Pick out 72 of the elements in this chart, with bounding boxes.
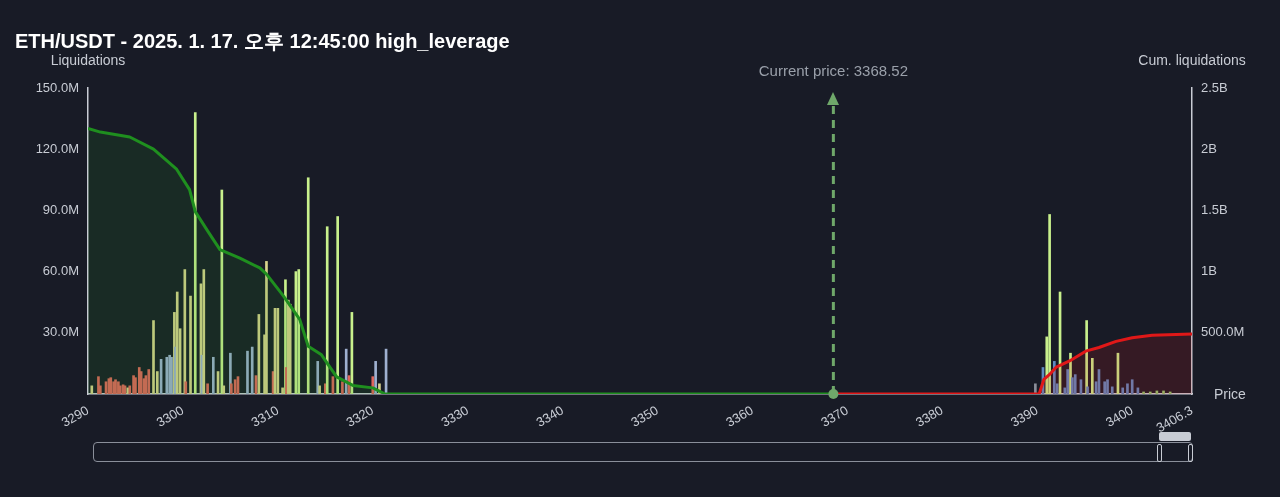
x-tick-label: 3300: [153, 402, 187, 430]
bar: [341, 381, 344, 394]
y-tick-label: 120.0M: [35, 140, 79, 156]
x-tick-label: 3390: [1008, 402, 1041, 430]
bar: [1130, 379, 1134, 394]
bar: [175, 291, 179, 394]
bar: [211, 356, 215, 394]
x-tick-label: 3290: [58, 402, 92, 430]
y2-tick-label: 2B: [1201, 140, 1217, 156]
bar: [97, 376, 100, 394]
bar: [1066, 369, 1069, 394]
bar: [1085, 320, 1088, 394]
x-tick-label: 3350: [628, 402, 661, 430]
bar: [193, 112, 197, 394]
x-tick-label: 3340: [533, 402, 566, 430]
bar: [184, 381, 188, 394]
bar: [152, 320, 155, 394]
y2-tick-label: 2.5B: [1201, 79, 1228, 95]
x-axis-title: Price: [1214, 385, 1247, 402]
bar: [288, 303, 292, 394]
bar: [325, 226, 329, 394]
x-tick-label: 3400: [1102, 402, 1136, 430]
y-tick-label: 150.0M: [35, 79, 79, 95]
chart-title: ETH/USDT - 2025. 1. 17. 오후 12:45:00 high_leverage: [15, 30, 510, 52]
bar: [1148, 391, 1152, 394]
bar: [1121, 387, 1125, 394]
bar: [281, 387, 284, 394]
bar: [1048, 214, 1051, 394]
bar: [336, 216, 339, 394]
x-tick-label: 3330: [438, 402, 471, 430]
bar: [1162, 390, 1165, 394]
bar: [206, 383, 209, 394]
bar: [306, 177, 310, 394]
bar: [246, 350, 249, 394]
y-tick-label: 60.0M: [42, 263, 79, 279]
x-tick-label: 3370: [818, 402, 851, 430]
y2-axis-title: Cum. liquidations: [1138, 52, 1246, 68]
bar: [1142, 391, 1145, 394]
y-axis-title: Liquidations: [50, 52, 126, 68]
bar: [1103, 381, 1106, 394]
bar: [1106, 379, 1109, 394]
bar: [202, 269, 206, 394]
y-tick-label: 30.0M: [42, 324, 79, 340]
ref-line-label: Current price: 3368.52: [758, 62, 908, 79]
bar: [1086, 386, 1089, 394]
y-tick-label: 90.0M: [42, 201, 79, 217]
bar: [1091, 357, 1094, 394]
bar: [189, 295, 192, 394]
bar: [222, 385, 226, 394]
bar: [1073, 374, 1077, 394]
bar: [230, 383, 233, 394]
bar: [1110, 386, 1114, 394]
bar: [147, 369, 151, 394]
bar: [1126, 383, 1129, 394]
bar: [1034, 383, 1037, 394]
bar: [316, 361, 320, 394]
y2-tick-label: 1B: [1201, 263, 1217, 279]
bar: [183, 269, 187, 394]
bar: [90, 385, 94, 394]
x-tick-label: 3380: [913, 402, 946, 430]
y2-tick-label: 500.0M: [1201, 324, 1245, 340]
bar: [250, 346, 254, 394]
y2-tick-label: 1.5B: [1201, 201, 1228, 217]
bar: [344, 348, 348, 394]
x-tick-label: 3320: [343, 402, 377, 430]
x-tick-label: 3360: [723, 402, 756, 430]
bar: [1071, 377, 1074, 394]
bar: [265, 261, 268, 394]
bar: [318, 385, 321, 394]
x-tick-label: 3310: [248, 402, 282, 430]
bar: [117, 381, 120, 394]
bar: [374, 361, 377, 394]
